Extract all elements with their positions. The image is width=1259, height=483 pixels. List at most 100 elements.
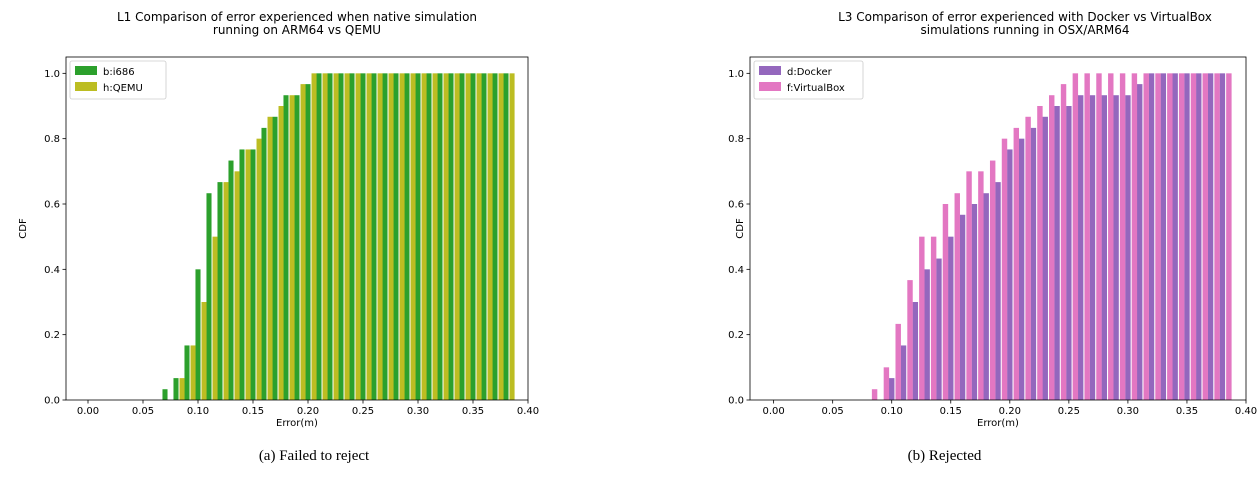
bar-f-virtualbox (907, 280, 913, 400)
y-tick-label: 0.8 (44, 134, 60, 145)
legend-swatch (75, 66, 97, 75)
chart-title-line: L3 Comparison of error experienced with … (838, 10, 1212, 24)
bar-f-virtualbox (1202, 73, 1208, 400)
bar-h-qemu (190, 345, 196, 400)
bar-h-qemu (212, 236, 218, 400)
legend-label: f:VirtualBox (787, 83, 845, 94)
bar-b-i686 (349, 73, 355, 400)
bar-h-qemu (256, 138, 262, 400)
x-tick-label: 0.35 (462, 406, 484, 417)
bar-b-i686 (448, 73, 454, 400)
bar-d-docker (1030, 127, 1037, 401)
bar-f-virtualbox (1001, 138, 1008, 400)
bar-b-i686 (184, 345, 190, 400)
bar-d-docker (959, 214, 966, 400)
bar-f-virtualbox (1226, 73, 1232, 400)
caption-rejected: (b) Rejected (907, 448, 982, 464)
bar-b-i686 (272, 116, 278, 400)
bar-d-docker (1101, 95, 1108, 400)
x-tick-label: 0.00 (762, 406, 784, 417)
bar-h-qemu (344, 73, 350, 400)
bar-h-qemu (454, 73, 460, 400)
x-axis-label: Error(m) (977, 418, 1019, 429)
bar-h-qemu (421, 73, 427, 400)
bar-b-i686 (239, 149, 245, 400)
x-tick-label: 0.40 (1235, 406, 1257, 417)
bar-f-virtualbox (1060, 84, 1067, 400)
bar-b-i686 (481, 73, 487, 400)
bar-h-qemu (289, 95, 295, 400)
legend-label: h:QEMU (103, 83, 143, 94)
y-tick-label: 0.4 (44, 265, 60, 276)
bar-f-virtualbox (1155, 73, 1161, 400)
bar-h-qemu (311, 73, 317, 400)
x-tick-label: 0.00 (77, 406, 99, 417)
caption-failed-to-reject: (a) Failed to reject (258, 448, 370, 464)
bar-h-qemu (322, 73, 328, 400)
bar-d-docker (936, 258, 942, 400)
bar-h-qemu (223, 182, 229, 400)
bar-f-virtualbox (919, 236, 925, 400)
bar-h-qemu (377, 73, 383, 400)
legend-box (753, 60, 864, 100)
bar-b-i686 (327, 73, 333, 400)
bar-b-i686 (426, 73, 432, 400)
bar-d-docker (1219, 73, 1226, 400)
y-tick-label: 0.2 (44, 330, 60, 341)
legend-label: b:i686 (103, 67, 135, 78)
legend-swatch (75, 82, 97, 91)
bar-f-virtualbox (978, 171, 984, 400)
x-tick-label: 0.20 (999, 406, 1021, 417)
legend-swatch (759, 66, 781, 75)
chart-title-line: running on ARM64 vs QEMU (213, 23, 381, 37)
bar-d-docker (1160, 73, 1167, 400)
bar-d-docker (924, 269, 930, 400)
bar-h-qemu (498, 73, 504, 400)
bar-f-virtualbox (1037, 106, 1043, 400)
bar-d-docker (1077, 95, 1084, 400)
bar-f-virtualbox (1096, 73, 1102, 400)
bar-d-docker (1089, 95, 1096, 400)
bar-b-i686 (305, 84, 311, 400)
bar-f-virtualbox (1049, 95, 1055, 400)
bar-f-virtualbox (989, 160, 996, 400)
bar-f-virtualbox (1119, 73, 1126, 400)
bar-b-i686 (338, 73, 344, 400)
plot-frame (65, 56, 529, 401)
bar-b-i686 (492, 73, 498, 400)
bar-d-docker (1054, 106, 1060, 400)
bar-d-docker (1184, 73, 1190, 400)
y-tick-label: 0.0 (44, 396, 60, 407)
x-tick-label: 0.05 (132, 406, 154, 417)
bar-f-virtualbox (1025, 116, 1031, 400)
bar-d-docker (1125, 95, 1131, 400)
y-tick-label: 0.8 (728, 134, 744, 145)
bar-d-docker (1066, 106, 1072, 400)
bar-d-docker (1042, 116, 1048, 400)
bar-h-qemu (245, 149, 251, 400)
bar-b-i686 (503, 73, 509, 400)
bar-f-virtualbox (895, 323, 901, 400)
bar-d-docker (1018, 138, 1025, 400)
y-axis-label: CDF (735, 218, 746, 239)
x-tick-label: 0.20 (297, 406, 319, 417)
bar-b-i686 (283, 95, 289, 400)
bar-h-qemu (366, 73, 372, 400)
bar-h-qemu (476, 73, 482, 400)
bar-h-qemu (179, 378, 185, 400)
bar-h-qemu (234, 171, 240, 400)
bar-b-i686 (393, 73, 399, 400)
bar-b-i686 (415, 73, 421, 400)
bar-f-virtualbox (1013, 127, 1020, 401)
x-tick-label: 0.25 (1058, 406, 1080, 417)
bar-f-virtualbox (1178, 73, 1185, 400)
bar-b-i686 (217, 182, 223, 400)
bar-b-i686 (437, 73, 443, 400)
bar-f-virtualbox (930, 236, 937, 400)
bar-h-qemu (410, 73, 416, 400)
bar-b-i686 (404, 73, 410, 400)
legend-label: d:Docker (787, 67, 833, 78)
bar-h-qemu (509, 73, 515, 400)
bar-d-docker (1196, 73, 1202, 400)
bar-h-qemu (465, 73, 471, 400)
